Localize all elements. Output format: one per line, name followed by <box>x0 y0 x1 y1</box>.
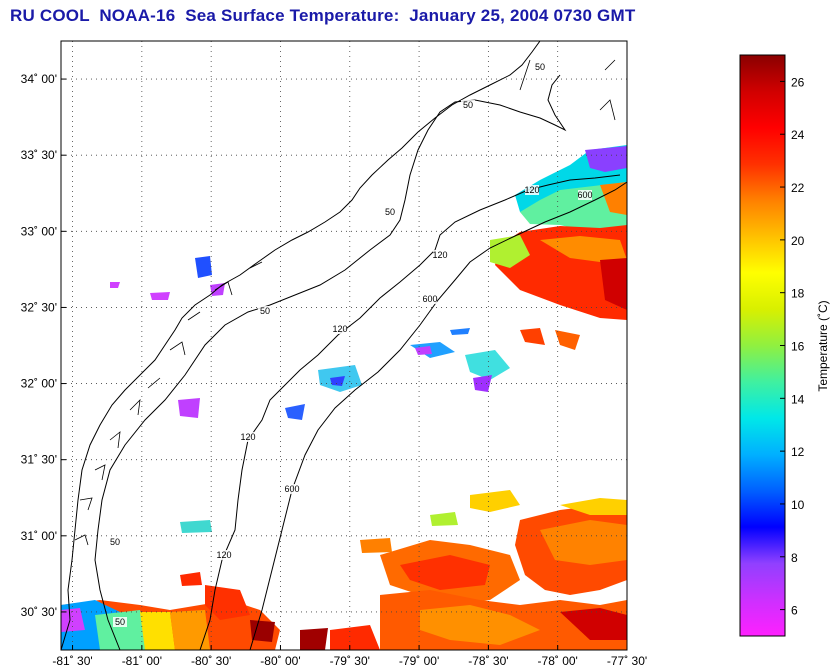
isobath-label-bg <box>525 185 539 195</box>
colorbar-tick-label: 20 <box>791 234 805 248</box>
colorbar-tick-label: 26 <box>791 75 805 89</box>
colorbar-tick-label: 18 <box>791 287 805 301</box>
isobath-label: 50 <box>110 537 120 547</box>
lon-tick-label: -78˚ 30' <box>468 654 508 668</box>
isobath-label-bg <box>285 484 299 494</box>
colorbar-tick-label: 10 <box>791 498 805 512</box>
colorbar-tick-label: 8 <box>791 551 798 565</box>
lat-tick-label: 31˚ 00' <box>21 529 57 543</box>
isobath-label: 120 <box>432 250 447 260</box>
isobath-label-bg <box>578 190 592 200</box>
isobath-label-bg <box>423 294 437 304</box>
lon-tick-label: -80˚ 30' <box>191 654 231 668</box>
lon-tick-label: -80˚ 00' <box>260 654 300 668</box>
colorbar-tick-label: 12 <box>791 445 805 459</box>
colorbar-tick-label: 14 <box>791 392 805 406</box>
isobath-label-bg <box>108 537 122 547</box>
map-title: RU COOL NOAA-16 Sea Surface Temperature:… <box>10 6 636 25</box>
isobath-label-bg <box>533 62 547 72</box>
lon-tick-label: -79˚ 00' <box>399 654 439 668</box>
isobath-label: 120 <box>216 550 231 560</box>
isobath-label: 600 <box>577 190 592 200</box>
colorbar-label: Temperature (˚C) <box>816 300 830 391</box>
map-frame <box>60 40 628 651</box>
isobath-label-bg <box>113 617 127 627</box>
lat-tick-label: 34˚ 00' <box>21 72 57 86</box>
lon-tick-label: -77˚ 30' <box>607 654 647 668</box>
lat-tick-label: 32˚ 30' <box>21 300 57 314</box>
isobath-label-bg <box>383 207 397 217</box>
lat-tick-label: 31˚ 30' <box>21 453 57 467</box>
isobath-label: 50 <box>115 617 125 627</box>
isobath-label-bg <box>433 250 447 260</box>
lat-tick-label: 32˚ 00' <box>21 377 57 391</box>
isobath-label-bg <box>217 550 231 560</box>
lat-tick-label: 30˚ 30' <box>21 605 57 619</box>
isobath-label: 120 <box>332 324 347 334</box>
isobath-label: 120 <box>524 185 539 195</box>
lon-tick-label: -78˚ 00' <box>538 654 578 668</box>
isobath-label: 600 <box>284 484 299 494</box>
colorbar-tick-label: 6 <box>791 604 798 618</box>
isobath-label-bg <box>333 324 347 334</box>
isobath-label: 120 <box>240 432 255 442</box>
isobath-label: 50 <box>535 62 545 72</box>
lon-tick-label: -79˚ 30' <box>330 654 370 668</box>
isobath-50 <box>94 74 567 650</box>
isobath-label: 50 <box>260 306 270 316</box>
lat-tick-label: 33˚ 30' <box>21 148 57 162</box>
colorbar-tick-label: 22 <box>791 181 805 195</box>
isobath-label-bg <box>258 306 272 316</box>
lon-tick-label: -81˚ 30' <box>52 654 92 668</box>
colorbar-tick-label: 16 <box>791 340 805 354</box>
sst-data-layer <box>61 145 627 650</box>
colorbar-tick-label: 24 <box>791 128 805 142</box>
isobath-label: 50 <box>385 207 395 217</box>
coastline <box>61 41 541 650</box>
lon-tick-label: -81˚ 00' <box>122 654 162 668</box>
isobath-label-bg <box>241 432 255 442</box>
isobath-label: 50 <box>463 100 473 110</box>
isobath-label: 600 <box>422 294 437 304</box>
isobath-120 <box>199 174 621 650</box>
isobath-600 <box>249 181 627 650</box>
isobath-label-bg <box>461 100 475 110</box>
colorbar-scale <box>739 54 786 637</box>
lat-tick-label: 33˚ 00' <box>21 224 57 238</box>
